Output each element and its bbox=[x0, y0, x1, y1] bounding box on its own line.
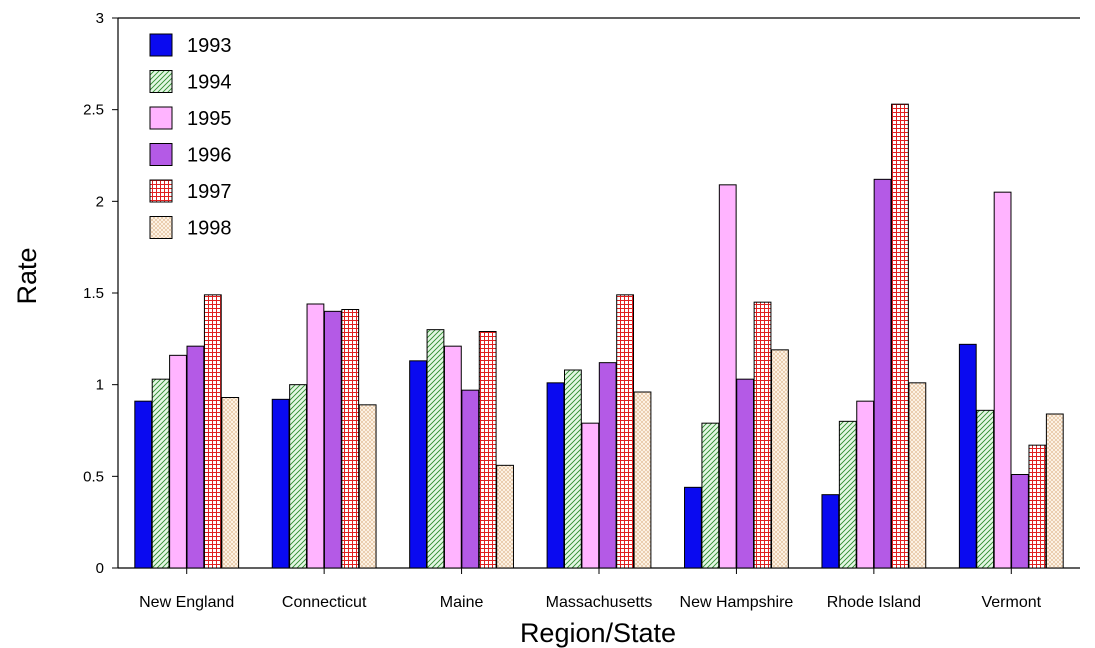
bar-1996-new-hampshire bbox=[736, 378, 755, 569]
bar-1997-new-hampshire bbox=[753, 301, 772, 569]
bar-1997-rhode-island bbox=[891, 103, 909, 569]
bar-1993-new-england bbox=[134, 400, 153, 569]
bar-1998-connecticut bbox=[358, 404, 377, 569]
x-tick-label: New England bbox=[139, 594, 234, 611]
bar-1996-rhode-island bbox=[873, 178, 892, 569]
bar-1993-vermont bbox=[958, 343, 977, 569]
bar-1996-massachusetts bbox=[598, 362, 617, 569]
x-tick-label: Rhode Island bbox=[827, 594, 921, 611]
bar-1997-connecticut bbox=[341, 309, 360, 569]
x-axis-title: Region/State bbox=[520, 618, 676, 648]
bar-1998-new-england bbox=[221, 397, 240, 569]
y-tick-label: 3 bbox=[96, 10, 104, 27]
bar-1994-new-hampshire bbox=[701, 422, 720, 569]
y-tick-label: 2 bbox=[96, 193, 104, 210]
bar-1998-maine bbox=[496, 464, 514, 569]
x-tick-label: Massachusetts bbox=[546, 594, 653, 611]
legend-swatch-1998 bbox=[149, 216, 173, 239]
plot-area: 0 0.5 1 1.5 2 2.5 3 New England Connecticut Main… bbox=[83, 10, 1080, 611]
bar-1995-new-england bbox=[169, 354, 187, 569]
legend-label-1998: 1998 bbox=[187, 218, 232, 240]
bar-1998-vermont bbox=[1045, 413, 1064, 569]
bar-1993-connecticut bbox=[271, 398, 290, 569]
bar-1994-massachusetts bbox=[564, 369, 582, 569]
bar-1995-maine bbox=[443, 345, 462, 569]
legend-swatch-1996 bbox=[149, 143, 173, 166]
bar-1993-new-hampshire bbox=[684, 486, 702, 569]
bar-1997-massachusetts bbox=[616, 294, 635, 569]
y-tick-label: 0.5 bbox=[83, 468, 104, 485]
bar-1995-connecticut bbox=[306, 303, 325, 569]
bar-1994-maine bbox=[426, 329, 445, 569]
bar-1994-vermont bbox=[976, 409, 995, 569]
bar-1997-maine bbox=[478, 331, 497, 569]
bar-1996-connecticut bbox=[323, 310, 342, 569]
legend-swatch-1997 bbox=[149, 179, 173, 203]
legend-label-1996: 1996 bbox=[187, 145, 232, 167]
bar-1993-rhode-island bbox=[821, 494, 840, 569]
legend: 1993 1994 1995 1996 1997 1998 bbox=[149, 33, 232, 240]
legend-swatch-1994 bbox=[149, 70, 173, 93]
y-tick-label: 1 bbox=[96, 377, 104, 394]
x-tick-label: Maine bbox=[440, 594, 484, 611]
legend-label-1997: 1997 bbox=[187, 181, 232, 203]
legend-label-1993: 1993 bbox=[187, 35, 232, 57]
legend-swatch-1995 bbox=[149, 106, 173, 130]
bar-1997-vermont bbox=[1028, 444, 1047, 569]
bar-1994-new-england bbox=[151, 378, 170, 569]
bar-1998-rhode-island bbox=[908, 382, 927, 569]
x-tick-label: Connecticut bbox=[282, 594, 367, 611]
bar-1995-massachusetts bbox=[581, 422, 600, 569]
x-tick-label: New Hampshire bbox=[680, 594, 794, 611]
x-tick-label: Vermont bbox=[981, 594, 1041, 611]
bar-1998-new-hampshire bbox=[771, 349, 789, 569]
bar-1998-massachusetts bbox=[633, 391, 652, 569]
legend-label-1995: 1995 bbox=[187, 108, 232, 130]
bar-1995-new-hampshire bbox=[718, 184, 737, 569]
y-axis-ticks: 0 0.5 1 1.5 2 2.5 3 bbox=[83, 10, 118, 577]
x-axis-tick-labels: New England Connecticut Maine Massachusetts… bbox=[139, 568, 1042, 611]
y-tick-label: 2.5 bbox=[83, 102, 104, 119]
bar-1993-massachusetts bbox=[546, 382, 565, 569]
y-tick-label: 1.5 bbox=[83, 285, 104, 302]
y-axis-title: Rate bbox=[12, 247, 42, 304]
bar-1995-vermont bbox=[993, 191, 1012, 569]
bar-1993-maine bbox=[409, 360, 427, 569]
bar-1994-connecticut bbox=[289, 384, 307, 569]
legend-swatch-1993 bbox=[149, 33, 173, 57]
bar-1996-maine bbox=[461, 389, 480, 569]
legend-label-1994: 1994 bbox=[187, 72, 232, 94]
bar-1996-vermont bbox=[1011, 474, 1029, 569]
bar-1997-new-england bbox=[203, 294, 222, 569]
bars bbox=[134, 103, 1064, 569]
bar-1994-rhode-island bbox=[838, 420, 857, 569]
bar-1996-new-england bbox=[186, 345, 205, 569]
y-tick-label: 0 bbox=[96, 560, 104, 577]
bar-1995-rhode-island bbox=[856, 400, 875, 569]
